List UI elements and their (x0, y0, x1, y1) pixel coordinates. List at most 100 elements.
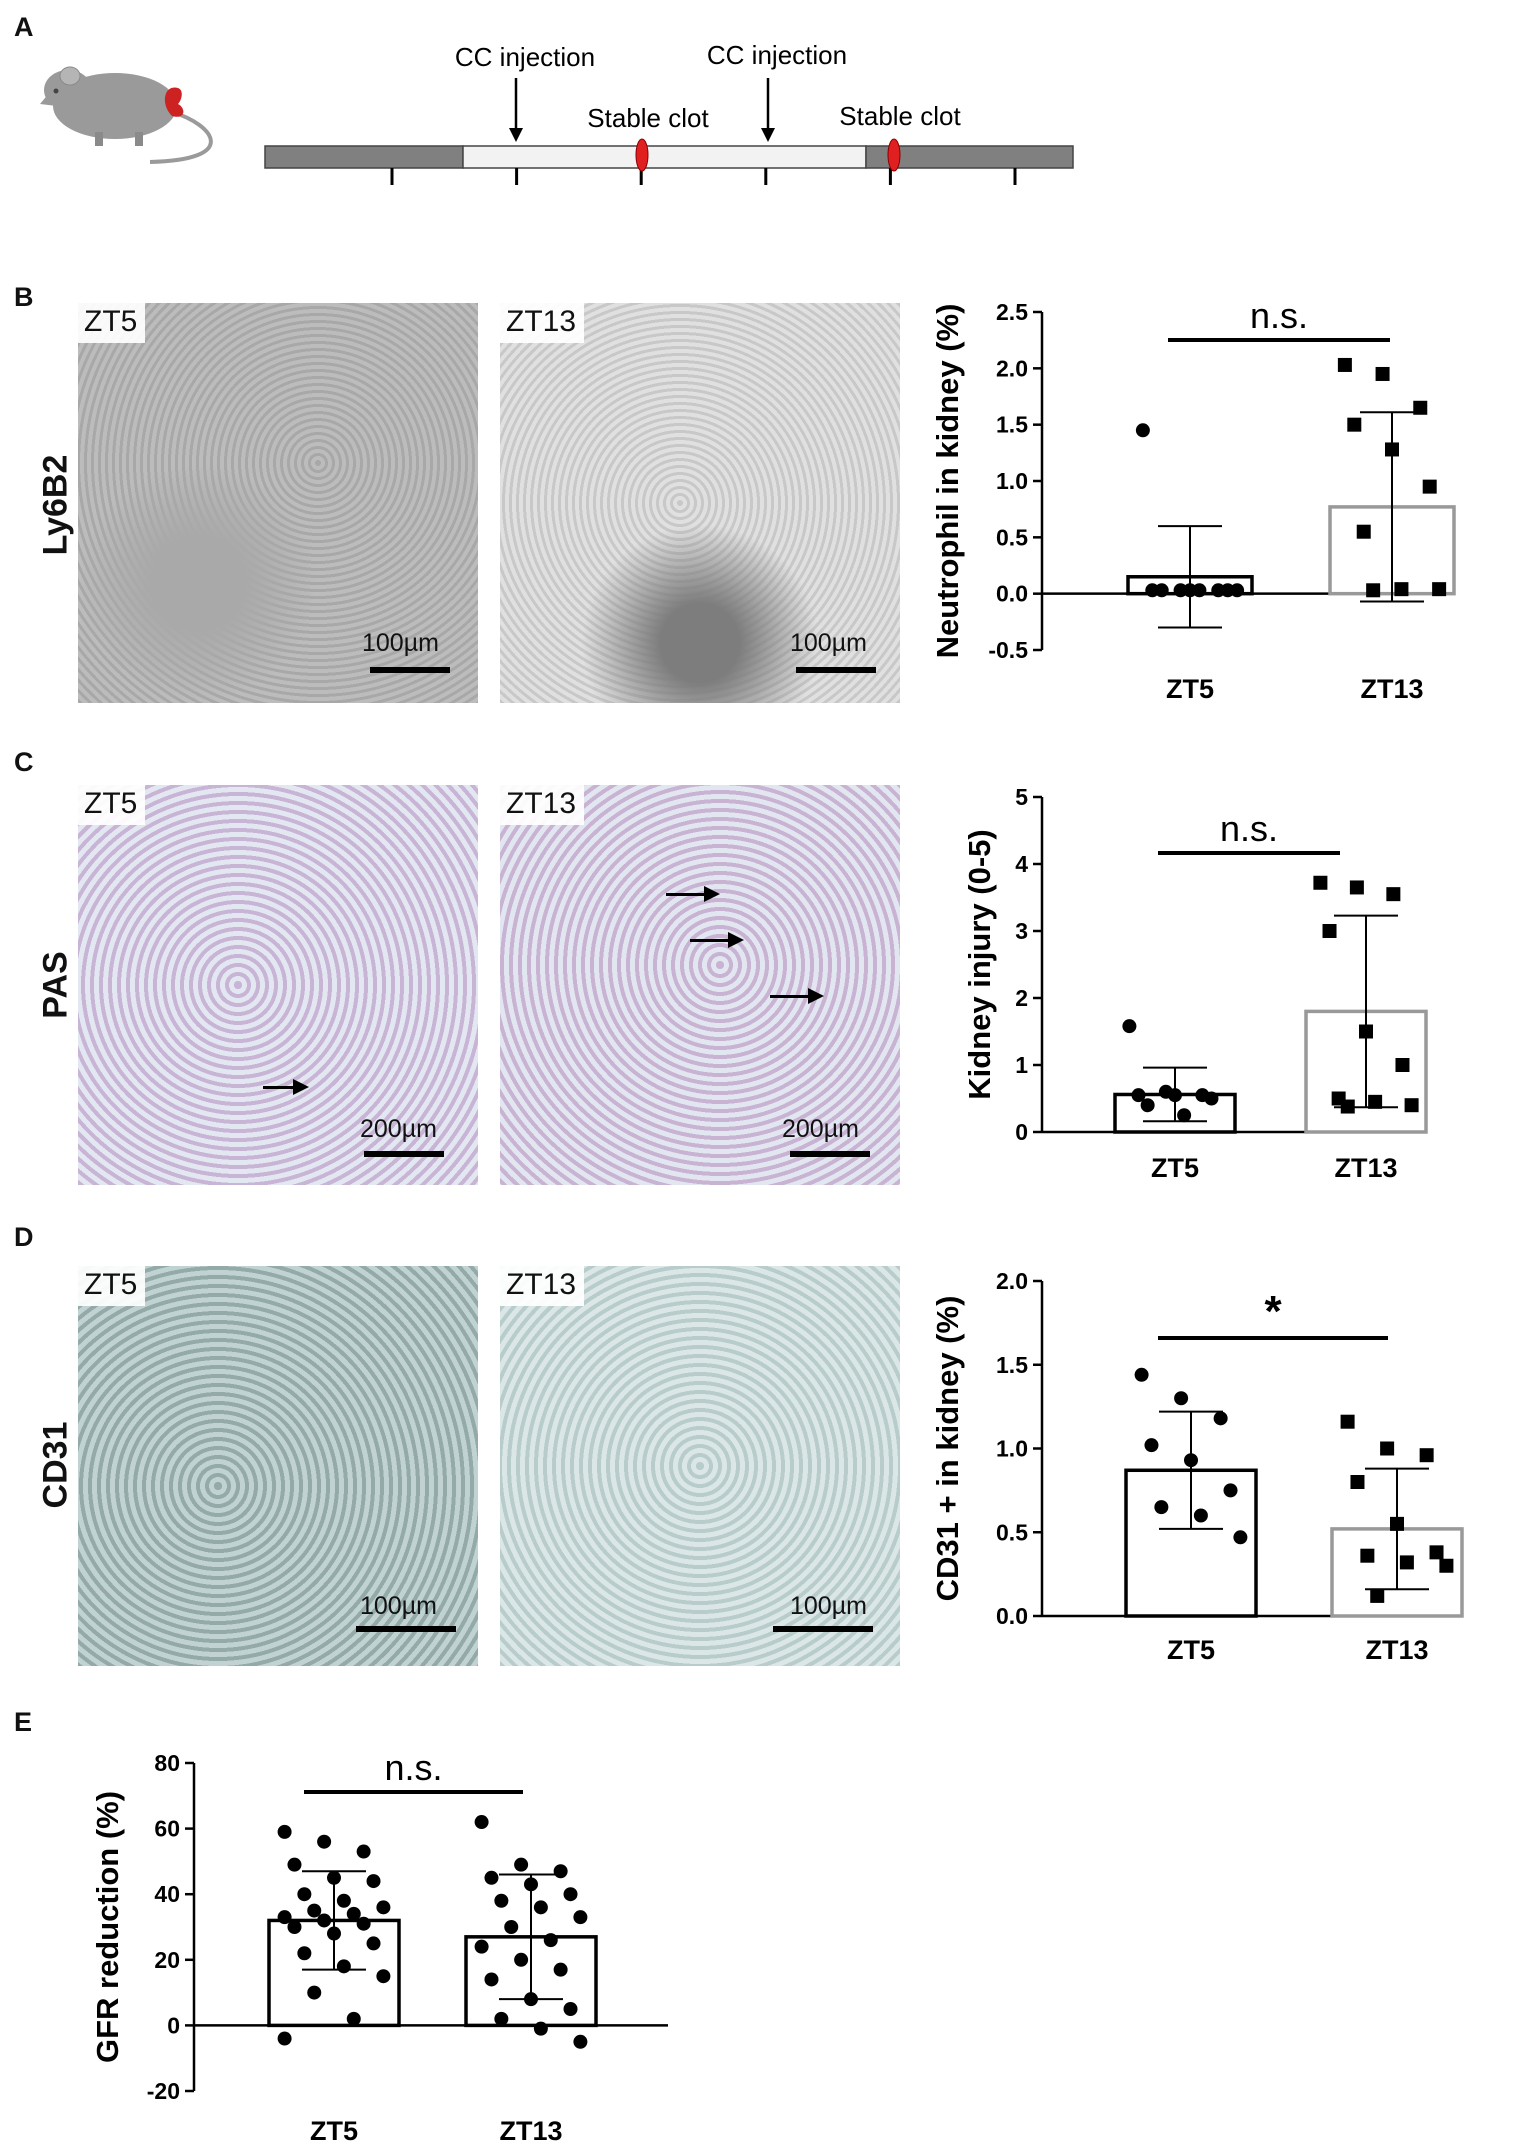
data-point (484, 1972, 499, 1987)
data-point (1399, 1555, 1414, 1570)
scale-bar-label: 100µm (360, 1592, 437, 1620)
data-point (1230, 583, 1245, 598)
x-tick-label: ZT5 (1151, 1153, 1199, 1183)
data-point (1322, 924, 1337, 938)
x-tick-label: ZT13 (1365, 1635, 1428, 1665)
data-point (287, 1920, 302, 1934)
y-tick-label: 2.5 (996, 299, 1028, 325)
data-point (1340, 1414, 1355, 1429)
pointer-arrow (666, 886, 720, 902)
data-point (1223, 1483, 1238, 1498)
data-point (494, 1893, 509, 1908)
data-point (474, 1815, 489, 1830)
y-tick-label: 1 (1015, 1052, 1028, 1078)
scale-bar (773, 1626, 873, 1632)
y-axis-label: GFR reduction (%) (90, 1791, 125, 2063)
data-point (1390, 1516, 1404, 1531)
data-point (336, 1893, 351, 1908)
micrograph-tag: ZT13 (500, 785, 585, 825)
y-tick-label: 0.0 (996, 1603, 1028, 1629)
scale-bar (370, 667, 450, 673)
row-label-cd31: CD31 (36, 1421, 75, 1509)
y-tick-label: 1.5 (996, 412, 1028, 438)
data-point (553, 1962, 568, 1977)
y-tick-label: 3 (1015, 918, 1028, 944)
data-point (533, 1900, 548, 1915)
data-point (474, 1939, 489, 1954)
micrograph-tag: ZT5 (78, 785, 146, 825)
pointer-arrow (263, 1079, 309, 1095)
row-label-ly6b2: Ly6B2 (36, 454, 75, 556)
data-point (1360, 1548, 1375, 1563)
panel-b-label: B (14, 282, 34, 312)
data-point (1134, 1367, 1149, 1382)
y-tick-label: 2.0 (996, 1268, 1028, 1294)
data-point (1154, 1500, 1169, 1515)
micrograph-ly6b2-zt5: ZT5 100µm (78, 303, 478, 703)
data-point (1204, 1091, 1219, 1106)
data-point (376, 1900, 391, 1915)
mouse-icon (40, 66, 213, 164)
data-point (1349, 880, 1364, 895)
data-point (1144, 1438, 1159, 1453)
y-tick-label: 0 (167, 2012, 180, 2038)
data-point (1337, 357, 1352, 372)
significance-label: n.s. (1250, 295, 1308, 336)
y-axis-label: CD31 + in kidney (%) (930, 1296, 965, 1602)
y-tick-label: 1.0 (996, 1436, 1028, 1462)
scale-bar-label: 100µm (790, 1592, 867, 1620)
row-label-pas: PAS (36, 951, 75, 1019)
data-point (376, 1969, 391, 1984)
chart-kidney-injury: 0 1 2 3 4 5 Kidney injury (0-5) ZT5 ZT13 n.s. (962, 784, 1428, 1183)
significance-label: * (1264, 1287, 1282, 1336)
timeline-dark-right (865, 145, 1074, 169)
data-point (1386, 887, 1401, 902)
y-tick-label: 0.5 (996, 1519, 1028, 1545)
data-point (1135, 423, 1150, 438)
panel-e-label: E (14, 1707, 33, 1737)
data-point (287, 1857, 302, 1872)
data-point (1154, 583, 1169, 598)
data-point (1233, 1530, 1248, 1545)
data-point (1174, 1391, 1189, 1406)
injection-label: CC injection (707, 40, 847, 70)
data-point (514, 1857, 529, 1872)
x-tick-label: ZT13 (499, 2116, 562, 2146)
data-point (1419, 1448, 1434, 1463)
y-tick-label: 20 (154, 1947, 180, 1973)
data-point (484, 1870, 499, 1885)
data-point (1192, 583, 1207, 598)
y-tick-label: 5 (1015, 784, 1028, 810)
data-point (524, 1992, 538, 2007)
clot-label: Stable clot (587, 103, 709, 133)
clot-label: Stable clot (839, 101, 961, 131)
pointer-arrow (690, 932, 744, 948)
y-tick-label: 1.5 (996, 1352, 1028, 1378)
data-point (514, 1952, 529, 1967)
data-point (1122, 1019, 1137, 1034)
micrograph-cd31-zt5: ZT5 100µm (78, 1266, 478, 1666)
data-point (307, 1903, 322, 1918)
y-tick-label: -20 (147, 2078, 180, 2104)
clot-marker (635, 138, 649, 172)
data-point (327, 1870, 341, 1885)
data-point (1168, 1088, 1182, 1103)
panel-c-label: C (14, 747, 34, 777)
data-point (1429, 1545, 1444, 1560)
panel-d-label: D (14, 1222, 34, 1252)
y-tick-label: 60 (154, 1816, 180, 1842)
data-point (1356, 524, 1371, 539)
data-point (504, 1920, 519, 1934)
data-point (1359, 1024, 1373, 1039)
data-point (356, 1844, 371, 1859)
data-point (1439, 1558, 1454, 1573)
data-point (1366, 583, 1381, 598)
data-point (1340, 1099, 1355, 1114)
scale-bar-label: 200µm (782, 1115, 859, 1143)
data-point (277, 1824, 292, 1839)
injection-arrow (761, 78, 775, 142)
timeline-light (462, 145, 867, 169)
timeline-figure: ZT21ZT1ZT5ZT9ZT13ZT17 CC injection CC in… (40, 40, 1074, 185)
data-point (533, 2021, 548, 2036)
significance-label: n.s. (384, 1747, 442, 1788)
